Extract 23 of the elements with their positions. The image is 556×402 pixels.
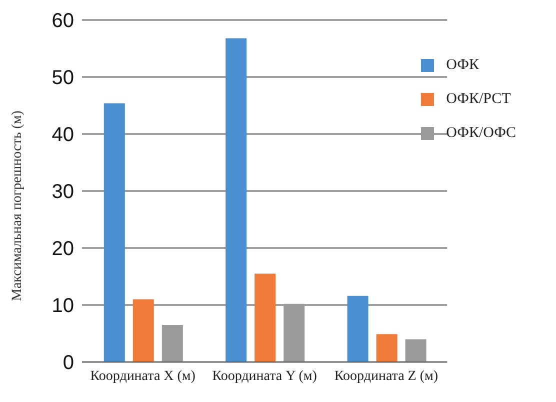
bar	[284, 304, 305, 362]
y-tick-label: 30	[52, 181, 74, 204]
y-tick-label: 50	[52, 67, 74, 90]
y-tick-label: 0	[62, 352, 74, 374]
y-axis-title: Максимальная погрешность (м)	[10, 110, 25, 301]
x-tick-label: Координата Z (м)	[334, 368, 438, 384]
bar	[226, 38, 247, 362]
bar	[347, 296, 368, 362]
x-tick-label: Координата X (м)	[90, 368, 196, 384]
bar	[104, 103, 125, 362]
legend-label: ОФК	[446, 57, 479, 73]
legend-label: ОФК/ОФС	[446, 125, 516, 141]
bar	[132, 299, 154, 362]
y-tick-label: 60	[52, 10, 74, 32]
legend-label: ОФК/РСТ	[446, 91, 511, 107]
bar	[376, 334, 398, 362]
y-tick-label: 10	[52, 295, 74, 318]
x-tick-label: Координата Y (м)	[212, 368, 318, 384]
y-tick-label: 40	[52, 124, 74, 146]
y-tick-label: 20	[52, 238, 74, 260]
bar	[405, 339, 426, 362]
bar	[162, 324, 183, 362]
bar	[254, 274, 276, 362]
